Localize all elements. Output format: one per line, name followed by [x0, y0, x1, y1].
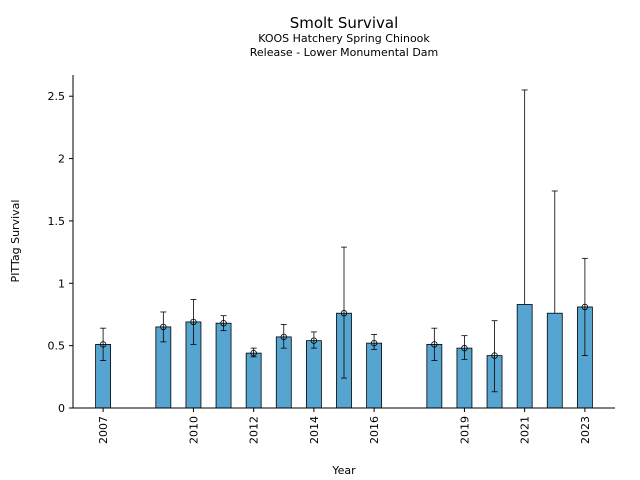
point-marker-2019 [461, 344, 468, 352]
point-marker-2010 [190, 318, 197, 326]
point-marker-2016 [370, 339, 378, 347]
point-marker-2015 [340, 310, 348, 317]
error-bars-group [99, 89, 589, 393]
bar-2012 [245, 352, 262, 409]
y-axis-label: PITTag Survival [9, 200, 22, 283]
x-tick-label: 2019 [458, 416, 471, 444]
point-marker-2011 [220, 319, 227, 327]
x-tick-label: 2021 [519, 416, 532, 444]
chart-subtitle-line-2: Release - Lower Monumental Dam [250, 46, 439, 59]
bar-2022 [546, 312, 563, 409]
y-tick-label: 0 [58, 402, 65, 415]
chart-title: Smolt Survival [290, 14, 399, 32]
x-tick-label: 2012 [248, 416, 261, 444]
point-marker-2018 [431, 341, 438, 348]
point-marker-2023 [581, 303, 589, 311]
x-axis-ticks: 2007 2010 2012 2014 2016 2019 2021 2023 [97, 408, 592, 444]
point-marker-2014 [310, 337, 318, 344]
y-tick-label: 2.5 [48, 90, 66, 103]
x-tick-label: 2023 [579, 416, 592, 444]
x-tick-label: 2016 [368, 416, 381, 444]
y-tick-label: 1 [58, 277, 65, 290]
point-marker-2012 [250, 349, 257, 357]
bar-2014 [305, 340, 322, 409]
point-marker-2013 [280, 333, 287, 341]
x-tick-label: 2014 [308, 416, 321, 444]
bar-2016 [366, 342, 383, 409]
x-tick-label: 2007 [97, 416, 110, 444]
x-axis-label: Year [331, 464, 356, 477]
chart-subtitle-line-1: KOOS Hatchery Spring Chinook [258, 32, 430, 45]
y-axis-ticks: 0 0.5 1 1.5 2 2.5 [48, 90, 73, 415]
bar-2021 [516, 304, 533, 409]
x-tick-label: 2010 [187, 416, 200, 444]
y-tick-label: 2 [58, 153, 65, 166]
point-marker-2007 [99, 341, 107, 348]
point-marker-2020 [491, 352, 498, 359]
y-tick-label: 0.5 [48, 340, 66, 353]
bar-2011 [215, 322, 232, 409]
y-tick-label: 1.5 [48, 215, 66, 228]
point-marker-2009 [160, 323, 167, 331]
